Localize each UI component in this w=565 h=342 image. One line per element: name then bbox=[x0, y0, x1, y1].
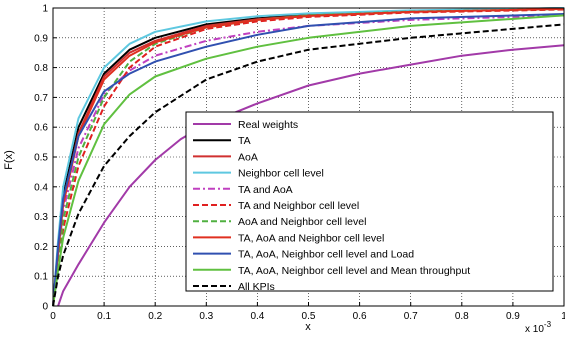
x-tick-label: 0.2 bbox=[148, 311, 162, 322]
y-tick-label: 0.8 bbox=[34, 63, 48, 74]
legend-label-ta-and-neighbor-cell-level: TA and Neighbor cell level bbox=[238, 200, 359, 212]
y-tick-label: 0.6 bbox=[34, 123, 48, 134]
legend-label-ta-aoa-neighbor-cell-level-and-mean-throughput: TA, AoA, Neighbor cell level and Mean th… bbox=[238, 265, 470, 277]
x-tick-label: 0.4 bbox=[250, 311, 264, 322]
series-line-all-kpis bbox=[52, 23, 565, 307]
x-axis-multiplier: x 10-3 bbox=[525, 320, 552, 335]
series-line-ta-aoa-neighbor-cell-level-and-load bbox=[52, 13, 565, 307]
legend-label-ta-and-aoa: TA and AoA bbox=[238, 184, 293, 196]
legend-label-all-kpis: All KPIs bbox=[238, 281, 275, 293]
legend-label-real-weights: Real weights bbox=[238, 119, 298, 131]
x-axis-multiplier-base: x 10 bbox=[525, 324, 544, 335]
x-tick-label: 0 bbox=[50, 311, 56, 322]
y-tick-label: 0.7 bbox=[34, 93, 48, 104]
x-tick-label: 0.5 bbox=[302, 311, 316, 322]
legend-label-neighbor-cell-level: Neighbor cell level bbox=[238, 168, 324, 180]
legend-label-aoa: AoA bbox=[238, 151, 258, 163]
y-tick-label: 0 bbox=[42, 302, 48, 313]
x-axis-multiplier-exponent: -3 bbox=[544, 320, 552, 329]
x-tick-label: 0.7 bbox=[404, 311, 418, 322]
series-lines bbox=[52, 7, 565, 307]
series-line-neighbor-cell-level bbox=[52, 7, 565, 307]
x-tick-label: 1 bbox=[561, 311, 565, 322]
legend-label-ta-aoa-and-neighbor-cell-level: TA, AoA and Neighbor cell level bbox=[238, 232, 384, 244]
legend: Real weights TA AoA Neighbor cell level TA a… bbox=[185, 111, 554, 293]
x-axis-label: x bbox=[305, 321, 311, 333]
legend-label-ta-aoa-neighbor-cell-level-and-load: TA, AoA, Neighbor cell level and Load bbox=[238, 249, 414, 261]
x-tick-label: 0.9 bbox=[506, 311, 520, 322]
y-tick-label: 0.9 bbox=[34, 33, 48, 44]
x-tick-label: 0.1 bbox=[97, 311, 111, 322]
series-line-aoa-and-neighbor-cell-level bbox=[52, 7, 565, 307]
legend-label-ta: TA bbox=[238, 135, 251, 147]
x-tick-label: 0.3 bbox=[199, 311, 213, 322]
y-tick-label: 0.3 bbox=[34, 212, 48, 223]
series-line-ta-aoa-neighbor-cell-level-and-mean-throughput bbox=[52, 14, 565, 307]
axis-ticks: 0 0.1 0.2 0.3 0.4 0.5 0.6 0.7 0.8 0.9 1 0 0.1 0.2 0.3 0… bbox=[34, 4, 565, 323]
y-tick-label: 0.1 bbox=[34, 272, 48, 283]
y-tick-label: 0.4 bbox=[34, 182, 48, 193]
y-tick-label: 1 bbox=[42, 4, 48, 15]
y-axis-label: F(x) bbox=[3, 150, 15, 170]
legend-box bbox=[185, 111, 554, 292]
x-tick-label: 0.6 bbox=[353, 311, 367, 322]
legend-label-aoa-and-neighbor-cell-level: AoA and Neighbor cell level bbox=[238, 216, 366, 228]
x-tick-label: 0.8 bbox=[455, 311, 469, 322]
y-tick-label: 0.2 bbox=[34, 242, 48, 253]
y-tick-label: 0.5 bbox=[34, 153, 48, 164]
